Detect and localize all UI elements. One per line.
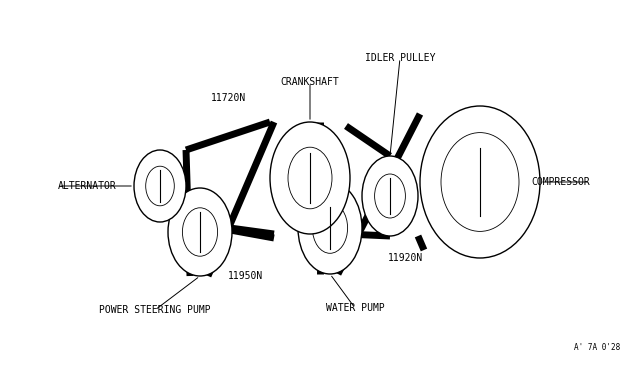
Text: COMPRESSOR: COMPRESSOR [531,177,590,187]
Ellipse shape [298,182,362,274]
Ellipse shape [146,166,174,206]
Text: A' 7A 0'28: A' 7A 0'28 [573,343,620,352]
Text: IDLER PULLEY: IDLER PULLEY [365,53,435,63]
Text: 11920N: 11920N [387,253,422,263]
Ellipse shape [168,188,232,276]
Ellipse shape [362,156,418,236]
Ellipse shape [374,174,405,218]
Text: 11720N: 11720N [211,93,246,103]
Ellipse shape [312,203,348,253]
Text: 11950N: 11950N [227,271,262,281]
Text: CRANKSHAFT: CRANKSHAFT [280,77,339,87]
Ellipse shape [270,122,350,234]
Ellipse shape [288,147,332,209]
Ellipse shape [134,150,186,222]
Text: ALTERNATOR: ALTERNATOR [58,181,116,191]
Text: POWER STEERING PUMP: POWER STEERING PUMP [99,305,211,315]
Ellipse shape [441,132,519,231]
Ellipse shape [420,106,540,258]
Text: WATER PUMP: WATER PUMP [326,303,385,313]
Ellipse shape [182,208,218,256]
